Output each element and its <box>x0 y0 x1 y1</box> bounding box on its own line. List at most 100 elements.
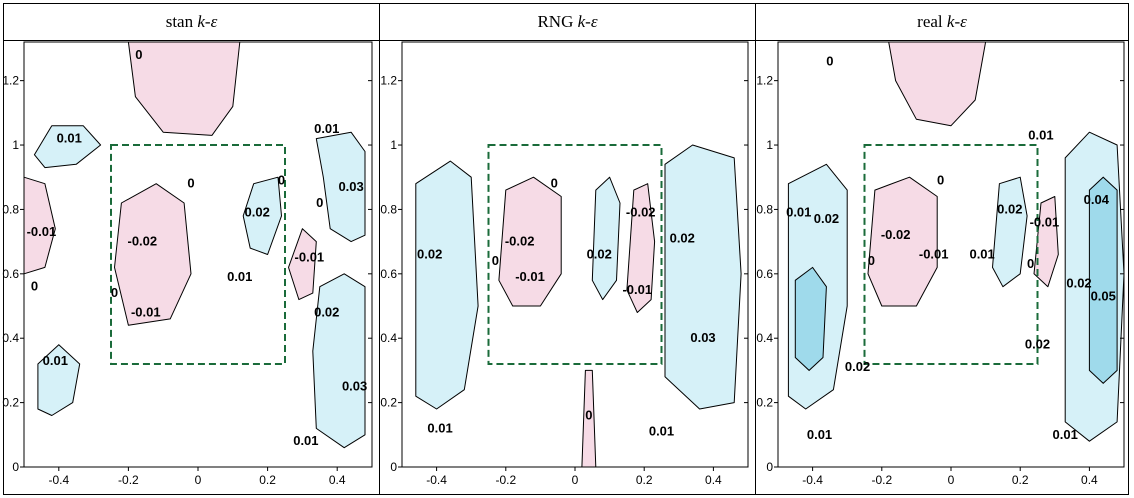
x-tick-label: 0.2 <box>259 473 276 487</box>
positive-region-7 <box>315 131 366 243</box>
x-tick-label: 0.4 <box>1081 473 1098 487</box>
contour-label: 0.01 <box>293 433 318 448</box>
contour-label: -0.01 <box>919 247 949 262</box>
panel-title-2-model: k-ε <box>577 12 598 31</box>
strong-positive-region-2 <box>794 266 827 372</box>
contour-label: 0 <box>492 253 499 268</box>
positive-region-3 <box>591 176 621 301</box>
contour-label: 0.01 <box>786 205 811 220</box>
x-tick-label: -0.4 <box>48 473 69 487</box>
contour-label: -0.02 <box>127 234 157 249</box>
panel-title-2-prefix: RNG <box>537 12 578 31</box>
y-tick-label: 1 <box>12 138 19 152</box>
contour-label: -0.01 <box>622 282 652 297</box>
x-tick-label: -0.4 <box>802 473 823 487</box>
contour-label: -0.01 <box>295 250 325 265</box>
contour-label: 0.02 <box>417 247 442 262</box>
y-tick-label: 0.4 <box>2 331 19 345</box>
y-tick-label: 0.8 <box>380 202 397 216</box>
contour-label: 0.02 <box>814 211 839 226</box>
x-tick-label: -0.2 <box>871 473 892 487</box>
y-tick-label: 0.6 <box>380 267 397 281</box>
figure-frame: stan k-ε RNG k-ε real k-ε <box>3 3 1129 495</box>
panel-title-3: real k-ε <box>756 4 1128 40</box>
y-tick-label: 1.2 <box>756 74 773 88</box>
contour-label: 0.01 <box>43 353 68 368</box>
panel-title-2: RNG k-ε <box>380 4 755 40</box>
contour-label: 0 <box>187 176 194 191</box>
positive-region-2 <box>33 125 102 169</box>
dashed-box-outline <box>487 144 663 365</box>
contour-label: 0.02 <box>670 230 695 245</box>
contour-label: 0 <box>278 172 285 187</box>
panel-1: -0.4 -0.2 0 0.2 0.4 0 0.2 0.4 0.6 0.8 1 1.2 0 0.01 -0.… <box>2 41 373 487</box>
contour-label: 0 <box>135 47 142 62</box>
contour-label: -0.01 <box>27 224 57 239</box>
contour-label: 0.01 <box>1028 127 1053 142</box>
contour-label: 0.03 <box>690 330 715 345</box>
y-tick-label: 0.2 <box>756 396 773 410</box>
contour-label: 0.01 <box>314 121 339 136</box>
contour-label: 0.01 <box>57 131 82 146</box>
contour-label: 0.02 <box>1066 275 1091 290</box>
contour-label: 0.04 <box>1084 192 1110 207</box>
contour-label: 0.05 <box>1091 288 1116 303</box>
panel-3: -0.4 -0.2 0 0.2 0.4 0 0.2 0.4 0.6 0.8 1 1.2 0 0.01 0 0.… <box>756 41 1125 487</box>
panel-title-1: stan k-ε <box>4 4 379 40</box>
y-tick-label: 0.8 <box>2 202 19 216</box>
positive-region-8 <box>312 273 366 449</box>
y-tick-label: 0.4 <box>756 331 773 345</box>
contour-label: 0.02 <box>1025 337 1050 352</box>
x-tick-label: 0.4 <box>705 473 722 487</box>
contour-label: 0 <box>826 53 833 68</box>
contour-label: 0.02 <box>587 247 612 262</box>
contour-label: 0.01 <box>969 247 994 262</box>
y-tick-label: 0.8 <box>756 202 773 216</box>
y-tick-label: 0 <box>12 460 19 474</box>
negative-region-4 <box>626 183 656 313</box>
y-tick-label: 0.2 <box>380 396 397 410</box>
y-tick-label: 0.4 <box>380 331 397 345</box>
contour-label: 0 <box>937 172 944 187</box>
contour-label: 0.01 <box>649 424 674 439</box>
negative-region-4 <box>114 183 192 326</box>
negative-region-1 <box>888 41 987 127</box>
contour-label: 0.01 <box>427 420 452 435</box>
y-tick-label: 0.6 <box>2 267 19 281</box>
y-tick-label: 1.2 <box>2 74 19 88</box>
x-tick-label: 0 <box>948 473 955 487</box>
contour-label: 0 <box>551 176 558 191</box>
y-tick-label: 0 <box>390 460 397 474</box>
positive-region-4 <box>992 176 1028 288</box>
contour-label: 0.01 <box>807 427 832 442</box>
x-tick-label: -0.2 <box>495 473 516 487</box>
panel-divider-2 <box>755 4 756 494</box>
panel-title-1-model: k-ε <box>197 12 218 31</box>
dashed-box-outline <box>863 144 1039 365</box>
contour-label: 0 <box>111 285 118 300</box>
contour-label: -0.02 <box>505 234 535 249</box>
contour-label: 0.02 <box>845 359 870 374</box>
y-tick-label: 1 <box>766 138 773 152</box>
negative-region-5 <box>1033 196 1059 288</box>
contour-label: 0.01 <box>1053 427 1078 442</box>
positive-region-5 <box>242 176 282 255</box>
contour-label: 0.02 <box>245 205 270 220</box>
x-tick-label: 0 <box>572 473 579 487</box>
panel-divider-1 <box>379 4 380 494</box>
contour-label: 0 <box>316 195 323 210</box>
y-tick-label: 0 <box>766 460 773 474</box>
positive-region-1 <box>415 160 479 410</box>
contour-label: -0.01 <box>1030 214 1060 229</box>
y-tick-label: 1.2 <box>380 74 397 88</box>
negative-region-3 <box>867 176 938 307</box>
contour-label: -0.01 <box>131 304 161 319</box>
contour-label: 0 <box>585 407 592 422</box>
panel-title-3-prefix: real <box>917 12 947 31</box>
title-row: stan k-ε RNG k-ε real k-ε <box>4 4 1128 41</box>
panel-title-1-prefix: stan <box>165 12 198 31</box>
contour-label: 0.01 <box>227 269 252 284</box>
x-tick-label: 0.2 <box>636 473 653 487</box>
y-tick-label: 0.6 <box>756 267 773 281</box>
y-tick-label: 1 <box>390 138 397 152</box>
